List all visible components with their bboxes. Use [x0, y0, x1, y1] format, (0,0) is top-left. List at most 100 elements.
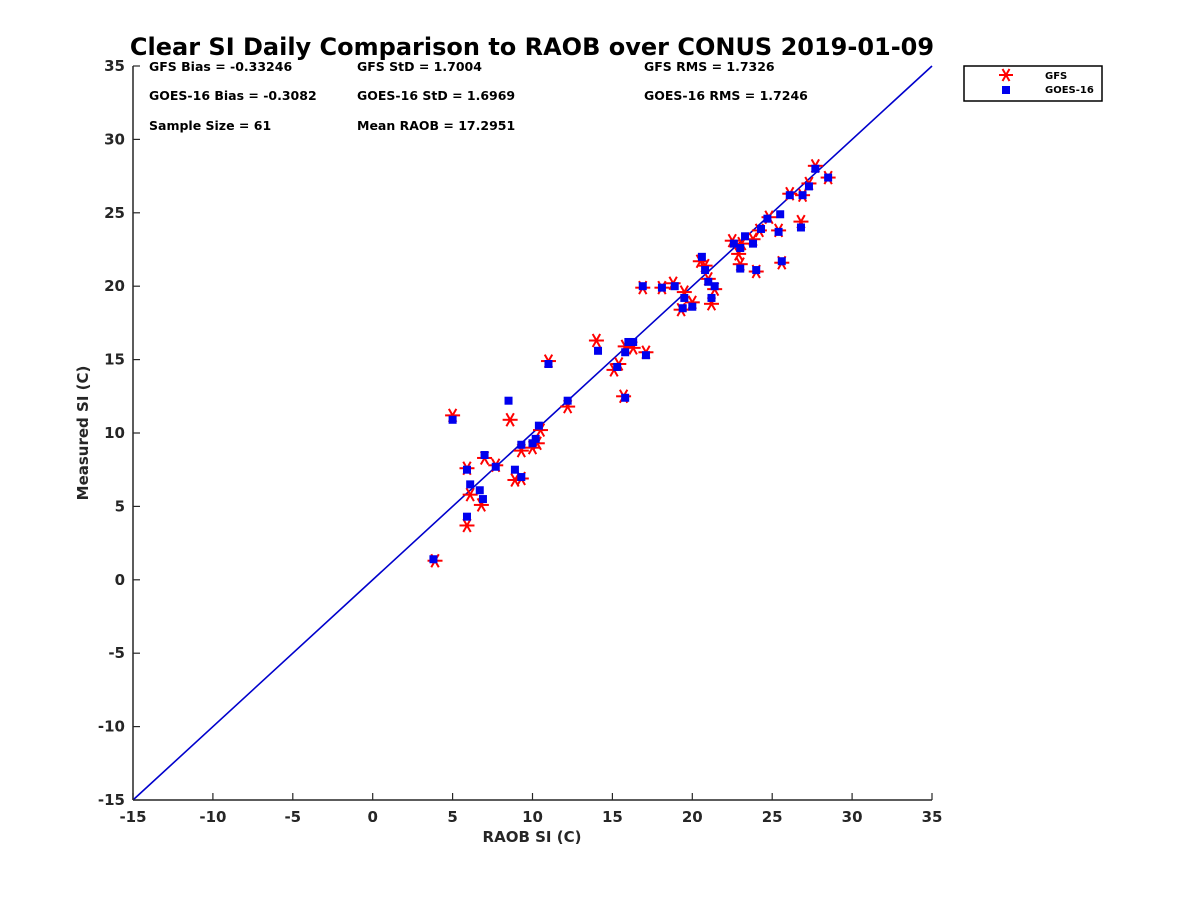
goes16-point [531, 434, 540, 443]
x-tick-label: -15 [119, 808, 146, 826]
goes16-point [680, 293, 689, 302]
goes16-point [704, 277, 713, 286]
y-tick-label: 30 [104, 130, 125, 148]
x-tick-label: 10 [522, 808, 543, 826]
goes16-point [429, 555, 438, 564]
y-tick-label: 20 [104, 277, 125, 295]
goes16-point [757, 224, 766, 233]
x-tick-label: 5 [447, 808, 457, 826]
goes16-point [462, 512, 471, 521]
x-axis-ticks: -15 -10 -5 0 5 10 15 20 25 30 35 [119, 793, 942, 826]
goes16-point [785, 191, 794, 200]
legend-gfs-label: GFS [1045, 71, 1067, 82]
y-tick-label: 15 [104, 351, 125, 369]
goes16-point [824, 173, 833, 182]
goes16-point [811, 164, 820, 173]
goes16-point [491, 462, 500, 471]
goes16-point [752, 266, 761, 275]
x-tick-label: 25 [762, 808, 783, 826]
goes16-point [563, 396, 572, 405]
gfs-point [502, 412, 518, 427]
goes16-point [763, 214, 772, 223]
goes16-point [670, 282, 679, 291]
x-tick-label: 35 [922, 808, 943, 826]
legend-goes-label: GOES-16 [1045, 85, 1094, 96]
goes16-point [736, 244, 745, 253]
goes16-point [448, 415, 457, 424]
x-tick-label: -5 [284, 808, 301, 826]
x-axis-label: RAOB SI (C) [483, 828, 582, 846]
goes16-series [429, 164, 833, 564]
y-axis-label: Measured SI (C) [74, 366, 92, 501]
goes16-point [804, 182, 813, 191]
goes16-point [528, 439, 537, 448]
gfs-series [427, 158, 836, 568]
goes16-point [741, 232, 750, 241]
x-tick-label: -10 [199, 808, 226, 826]
goes16-point [710, 282, 719, 291]
y-tick-label: 35 [104, 57, 125, 75]
plot-area [132, 65, 933, 801]
y-tick-label: 10 [104, 424, 125, 442]
goes-rms-text: GOES-16 RMS = 1.7246 [644, 88, 808, 103]
y-tick-label: -15 [98, 791, 125, 809]
gfs-point [459, 518, 475, 533]
goes16-point [688, 302, 697, 311]
gfs-bias-text: GFS Bias = -0.33246 [149, 59, 292, 74]
x-tick-label: 15 [602, 808, 623, 826]
goes16-point [729, 239, 738, 248]
goes16-point [638, 282, 647, 291]
gfs-point [462, 487, 478, 502]
y-tick-label: 5 [115, 497, 125, 515]
goes16-point [510, 465, 519, 474]
y-tick-label: 25 [104, 204, 125, 222]
chart-title: Clear SI Daily Comparison to RAOB over C… [130, 33, 934, 61]
goes16-point [517, 440, 526, 449]
y-axis-ticks: -15 -10 -5 0 5 10 15 20 25 30 35 [98, 57, 140, 809]
goes16-point [697, 252, 706, 261]
goes16-point [629, 337, 638, 346]
y-tick-label: -5 [108, 644, 125, 662]
goes16-point [466, 480, 475, 489]
stats-block: GFS Bias = -0.33246 GFS StD = 1.7004 GFS… [149, 59, 808, 133]
goes-std-text: GOES-16 StD = 1.6969 [357, 88, 515, 103]
legend-gfs-marker [999, 68, 1013, 82]
goes16-point [678, 304, 687, 313]
legend-gfs-asterisk [999, 68, 1013, 82]
goes16-point [475, 486, 484, 495]
goes16-point [594, 346, 603, 355]
goes16-point [776, 210, 785, 219]
y-tick-label: -10 [98, 718, 125, 736]
goes16-point [480, 451, 489, 460]
one-to-one-line [132, 65, 933, 801]
legend-goes-marker [1002, 86, 1010, 94]
goes16-point [613, 362, 622, 371]
legend: GFS GOES-16 [963, 65, 1103, 102]
goes16-point [624, 337, 633, 346]
goes16-point [657, 283, 666, 292]
goes16-point [621, 348, 630, 357]
goes16-point [641, 351, 650, 360]
goes16-point [621, 393, 630, 402]
goes16-point [707, 293, 716, 302]
goes16-point [517, 473, 526, 482]
goes16-point [478, 495, 487, 504]
legend-box [963, 65, 1103, 102]
goes16-point [749, 239, 758, 248]
sample-size-text: Sample Size = 61 [149, 118, 271, 133]
goes16-point [544, 360, 553, 369]
goes-bias-text: GOES-16 Bias = -0.3082 [149, 88, 317, 103]
y-tick-label: 0 [115, 571, 125, 589]
x-tick-label: 20 [682, 808, 703, 826]
goes16-point [534, 421, 543, 430]
x-tick-label: 30 [842, 808, 863, 826]
goes16-point [701, 266, 710, 275]
goes16-point [504, 396, 513, 405]
gfs-point [588, 333, 604, 348]
x-tick-label: 0 [367, 808, 377, 826]
gfs-rms-text: GFS RMS = 1.7326 [644, 59, 775, 74]
legend-goes-square [1002, 86, 1010, 94]
goes16-point [736, 264, 745, 273]
goes16-point [777, 257, 786, 266]
